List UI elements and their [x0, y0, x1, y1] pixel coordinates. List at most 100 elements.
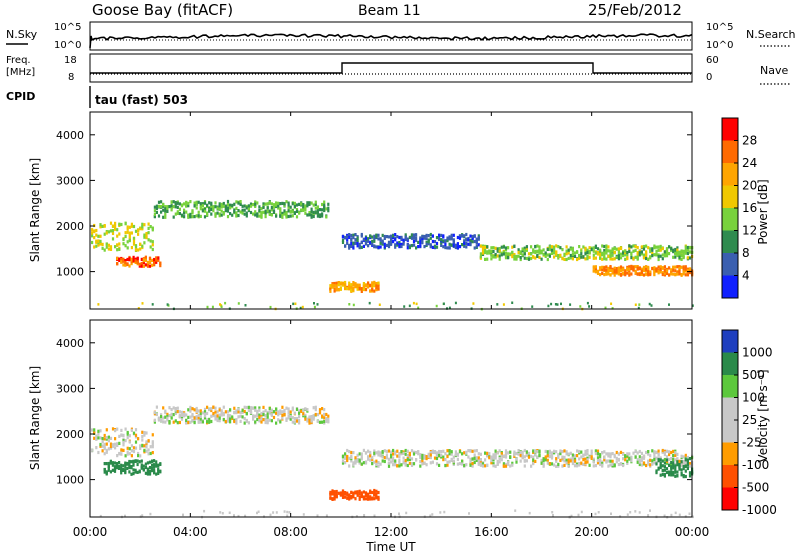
vel-data-point: [120, 452, 123, 456]
vel-data-point: [567, 458, 570, 462]
power-data-point: [670, 268, 673, 272]
vel-data-point: [103, 437, 106, 441]
vel-data-point: [573, 457, 577, 461]
power-data-point: [448, 235, 451, 239]
vel-data-point: [362, 448, 365, 452]
power-data-point: [354, 283, 357, 287]
power-data-point: [362, 282, 365, 286]
power-data-point: [471, 234, 474, 239]
vel-data-point: [298, 418, 301, 423]
velocity-tick-label: 25: [742, 413, 757, 427]
vel-data-point: [145, 431, 148, 435]
power-data-point: [289, 214, 292, 218]
power-data-point: [431, 245, 434, 249]
power-data-point: [392, 234, 395, 238]
vel-data-point: [176, 410, 179, 414]
power-data-point: [132, 255, 135, 259]
vel-data-point: [134, 428, 138, 432]
vel-data-point: [438, 449, 441, 454]
vel-data-point: [128, 459, 131, 464]
vel-data-point: [170, 412, 173, 416]
vel-data-point: [212, 414, 215, 418]
power-data-point: [321, 208, 324, 212]
power-data-point: [316, 206, 319, 210]
vel-data-point: [126, 446, 129, 450]
power-data-point: [155, 256, 158, 260]
vel-data-point: [479, 452, 482, 456]
power-data-point: [396, 243, 399, 247]
power-data-point: [220, 304, 223, 307]
power-data-point: [367, 283, 370, 287]
vel-data-point: [672, 449, 675, 453]
vel-data-point: [157, 467, 160, 471]
vel-data-point: [109, 461, 112, 465]
power-data-point: [657, 271, 660, 275]
vel-data-point: [642, 461, 646, 465]
vel-data-point: [147, 439, 150, 443]
vel-data-point: [239, 419, 242, 423]
power-data-point: [498, 247, 501, 251]
power-data-point: [281, 215, 284, 219]
power-data-point: [573, 254, 577, 258]
power-data-point: [252, 212, 255, 216]
power-data-point: [653, 253, 656, 257]
vel-data-point: [688, 457, 692, 461]
vel-data-point: [645, 463, 648, 468]
power-data-point: [496, 247, 499, 251]
vel-data-point: [369, 458, 372, 462]
vel-data-point: [144, 471, 147, 475]
vel-data-point: [594, 449, 597, 453]
power-data-point: [544, 251, 547, 255]
power-data-point: [318, 208, 322, 212]
vel-data-point: [636, 451, 639, 455]
power-data-point: [450, 233, 453, 237]
vel-data-point: [532, 458, 535, 462]
vel-data-point: [358, 492, 361, 496]
power-data-point: [429, 244, 432, 248]
vel-data-point: [130, 460, 133, 464]
power-data-point: [672, 248, 675, 252]
vel-data-point: [268, 418, 271, 422]
vel-data-point: [670, 457, 673, 461]
power-data-point: [281, 214, 284, 218]
vel-data-point: [277, 413, 280, 417]
power-data-point: [268, 209, 271, 213]
vel-data-point: [599, 457, 602, 461]
power-data-point: [350, 244, 353, 248]
power-data-point: [596, 269, 600, 273]
vel-data-point: [95, 434, 98, 438]
vel-data-point: [193, 418, 196, 423]
vel-data-point: [344, 495, 347, 499]
vel-data-point: [260, 420, 263, 424]
vel-data-point: [155, 412, 158, 417]
power-data-point: [327, 209, 330, 213]
power-data-point: [632, 249, 635, 253]
power-data-point: [649, 272, 652, 277]
power-data-point: [619, 256, 623, 260]
vel-data-point: [99, 429, 102, 433]
power-tick-label: 28: [742, 134, 757, 148]
power-data-point: [124, 234, 127, 239]
power-data-point: [266, 202, 269, 206]
vel-data-point: [680, 464, 683, 468]
power-data-point: [285, 210, 288, 215]
power-data-point: [521, 249, 524, 253]
power-data-point: [111, 231, 115, 235]
cpid-label: CPID: [6, 90, 35, 103]
power-data-point: [603, 249, 606, 253]
power-data-point: [302, 208, 305, 212]
vel-data-point: [519, 453, 522, 457]
vel-data-point: [115, 466, 119, 470]
vel-data-point: [153, 459, 156, 463]
vel-data-point: [379, 451, 382, 455]
vel-data-point: [551, 511, 554, 514]
vel-data-point: [302, 412, 305, 416]
power-data-point: [314, 211, 317, 215]
power-data-point: [584, 257, 587, 261]
power-data-point: [275, 214, 278, 218]
vel-data-point: [268, 406, 271, 411]
vel-data-point: [224, 410, 227, 414]
power-data-point: [617, 270, 620, 274]
power-data-point: [645, 268, 648, 272]
power-data-point: [373, 237, 376, 241]
